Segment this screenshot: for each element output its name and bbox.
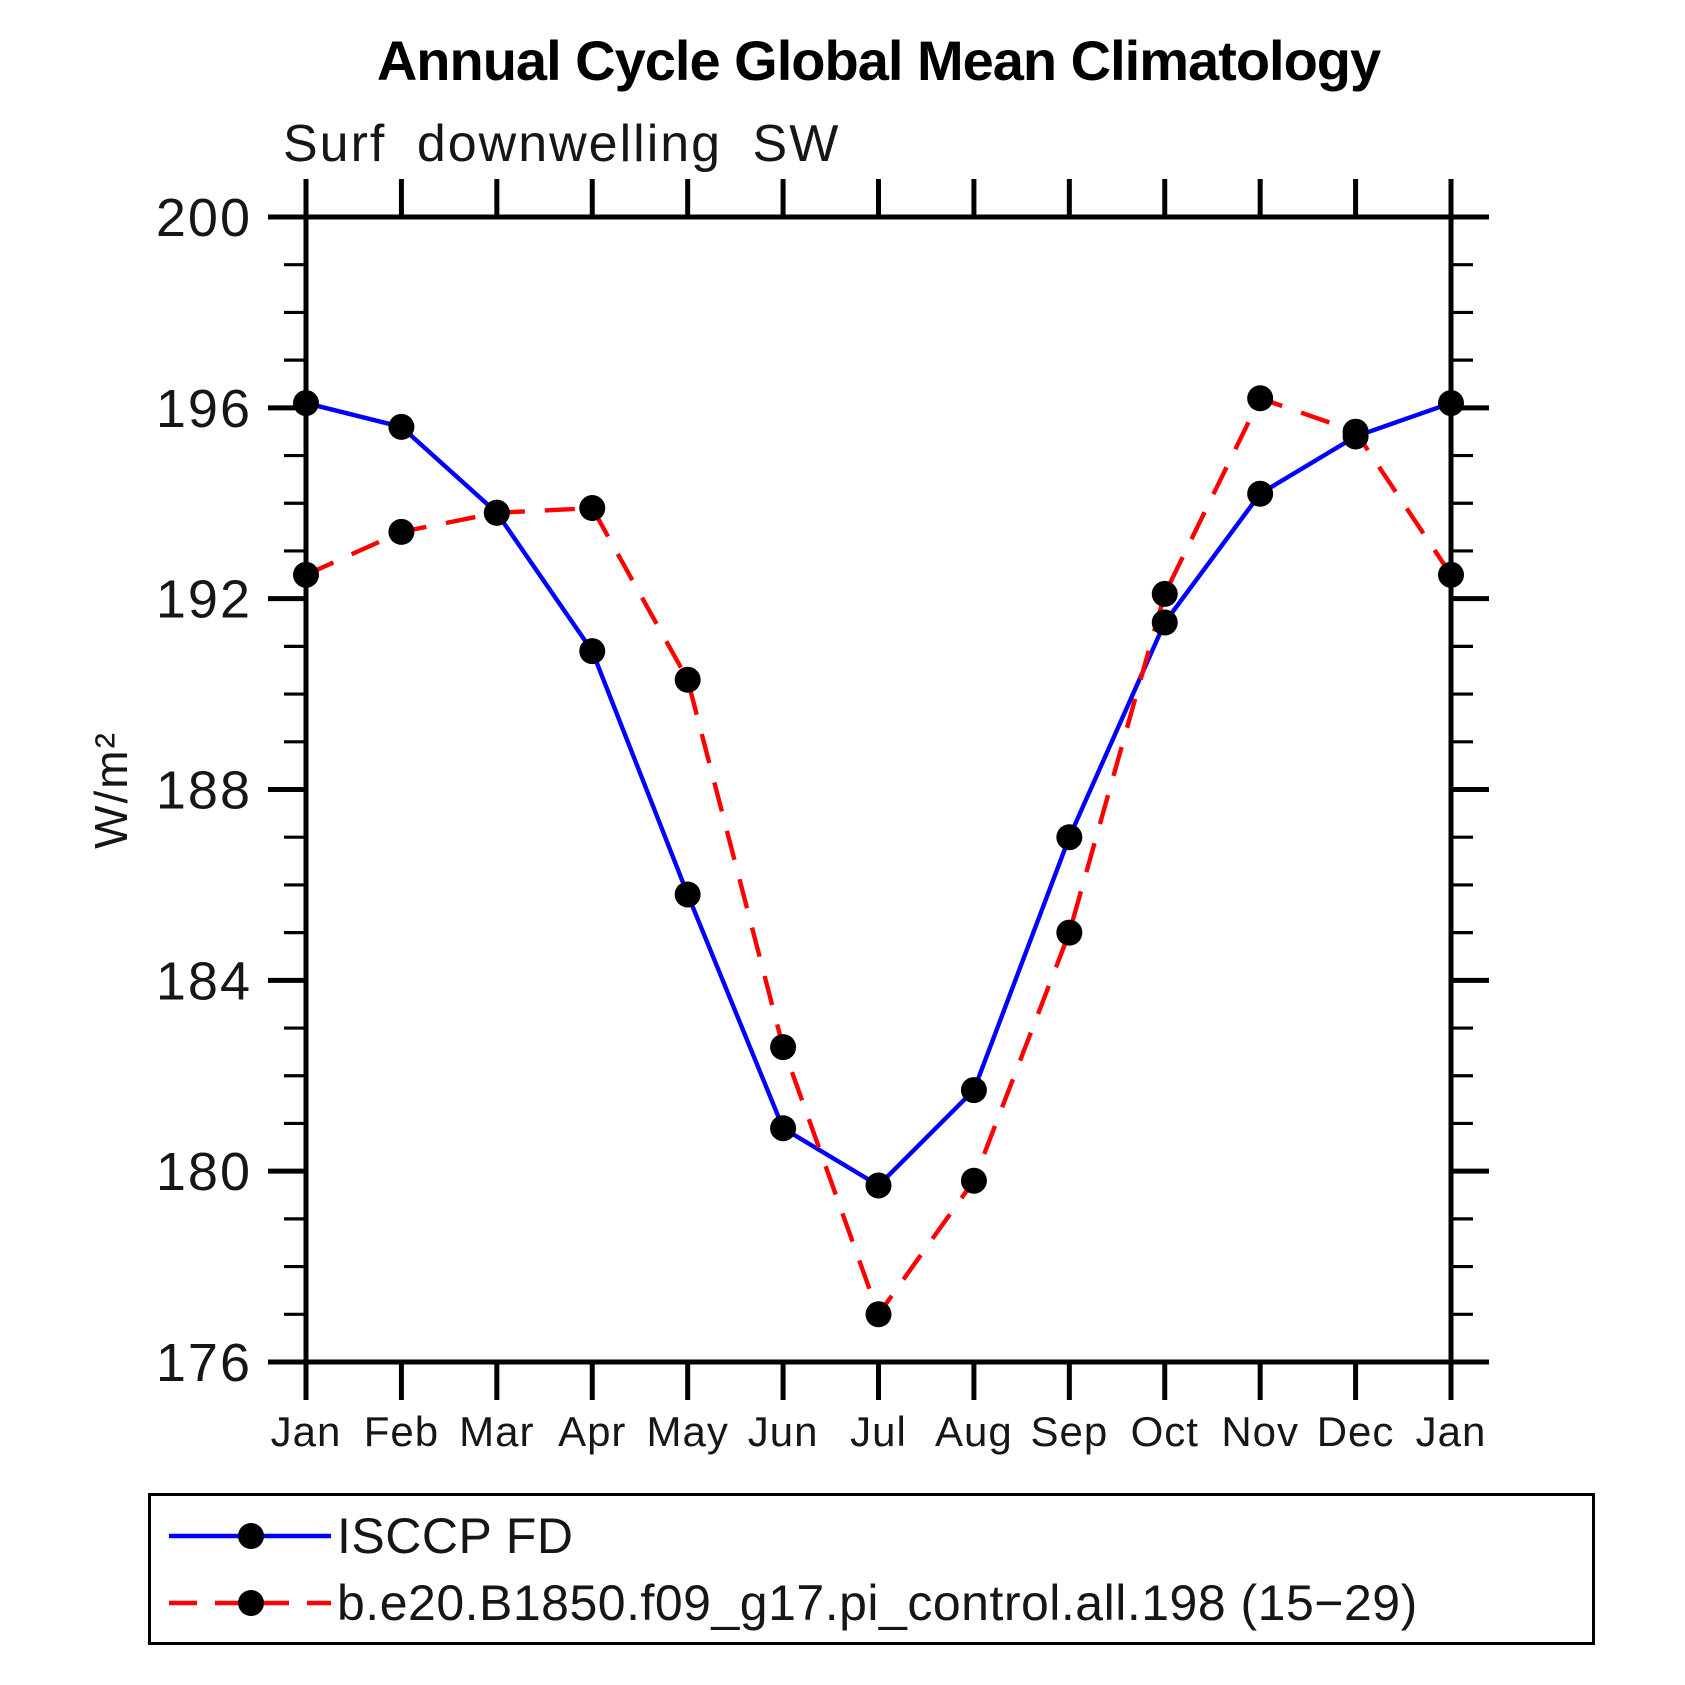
data-point-marker <box>293 561 319 588</box>
y-axis-tick-label: 200 <box>156 188 252 248</box>
data-point-marker <box>865 1301 892 1328</box>
y-axis-tick-label: 192 <box>156 570 252 630</box>
x-axis-month-label: Jan <box>1416 1408 1487 1455</box>
legend-solid-line-icon <box>169 1523 331 1549</box>
data-point-marker <box>1247 480 1274 507</box>
data-point-marker <box>1438 561 1464 588</box>
data-point-marker <box>1056 919 1083 946</box>
x-axis-month-label: Jan <box>271 1408 342 1455</box>
data-point-marker <box>1151 609 1178 636</box>
y-axis-tick-label: 196 <box>156 379 252 439</box>
chart-title: Annual Cycle Global Mean Climatology <box>376 29 1381 92</box>
x-axis-month-label: Oct <box>1131 1408 1199 1455</box>
data-point-marker <box>293 390 319 417</box>
data-point-marker <box>770 1034 797 1061</box>
data-point-marker <box>579 495 606 522</box>
y-axis-tick-label: 176 <box>156 1333 252 1393</box>
legend-label-model: b.e20.B1850.f09_g17.pi_control.all.198 (… <box>337 1575 1418 1631</box>
data-point-marker <box>674 666 701 693</box>
data-point-marker <box>865 1172 892 1199</box>
data-point-marker <box>674 881 701 908</box>
data-point-marker <box>579 638 606 665</box>
x-axis-month-label: May <box>646 1408 728 1455</box>
legend-label-isccp-fd: ISCCP FD <box>337 1508 574 1564</box>
y-axis-tick-label: 184 <box>156 951 252 1011</box>
data-point-marker <box>388 518 415 545</box>
x-axis-month-label: Mar <box>459 1408 534 1455</box>
series-line-0 <box>305 400 1452 1189</box>
x-axis-month-label: Nov <box>1221 1408 1299 1455</box>
legend-box: ISCCP FD b.e20.B1850.f09_g17.pi_control.… <box>148 1493 1595 1645</box>
x-axis-month-label: Jul <box>850 1408 907 1455</box>
legend-item-model: b.e20.B1850.f09_g17.pi_control.all.198 (… <box>165 1575 1418 1631</box>
data-point-marker <box>483 499 510 526</box>
data-point-marker <box>1056 824 1083 851</box>
data-point-marker <box>1247 385 1274 412</box>
legend-dashed-line-icon <box>169 1590 331 1616</box>
legend-item-isccp-fd: ISCCP FD <box>165 1508 573 1564</box>
data-point-marker <box>770 1115 797 1142</box>
data-point-marker <box>388 413 415 440</box>
data-point-marker <box>1438 390 1464 417</box>
chart-subtitle: Surf downwelling SW <box>283 115 841 173</box>
y-axis-tick-label: 180 <box>156 1142 252 1202</box>
data-point-marker <box>960 1077 987 1104</box>
x-axis-month-label: Aug <box>935 1408 1013 1455</box>
x-axis-month-label: Jun <box>748 1408 819 1455</box>
x-axis-month-label: Feb <box>364 1408 439 1455</box>
x-axis-month-label: Apr <box>558 1408 626 1455</box>
x-axis-month-label: Dec <box>1317 1408 1395 1455</box>
data-point-marker <box>960 1167 987 1194</box>
data-point-marker <box>1342 418 1369 445</box>
x-axis-month-label: Sep <box>1030 1408 1108 1455</box>
data-point-marker <box>1151 580 1178 607</box>
y-axis-tick-label: 188 <box>156 761 252 821</box>
